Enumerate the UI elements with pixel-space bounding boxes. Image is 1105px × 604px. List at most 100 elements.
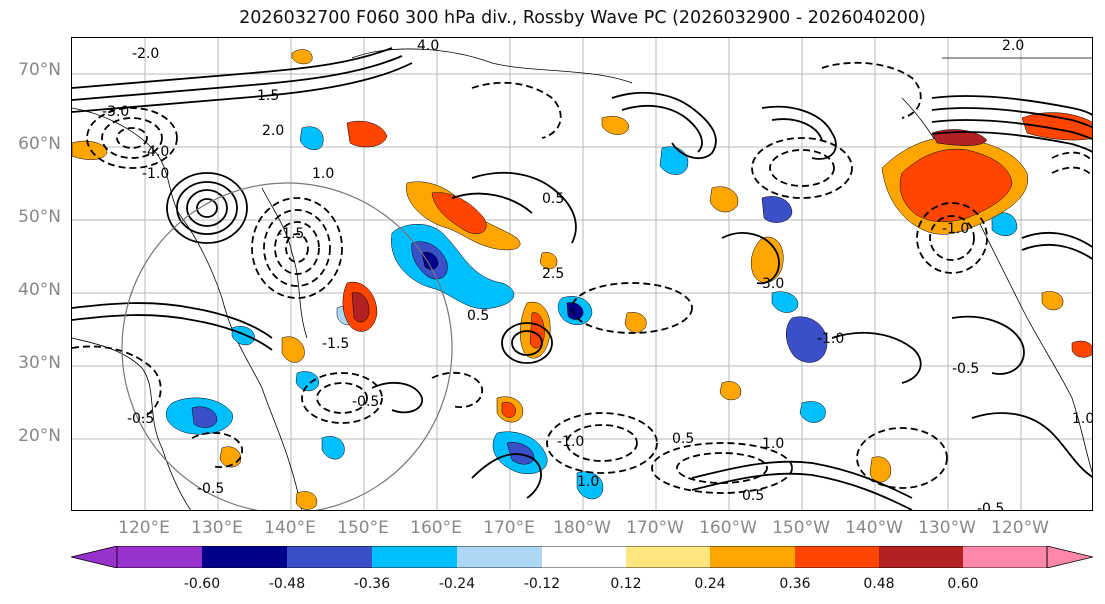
fill-neg-region — [299, 126, 324, 151]
contour-label: -1.0 — [817, 331, 844, 347]
reference-circle — [121, 182, 453, 510]
fill-pos-region — [1041, 291, 1064, 311]
coastlines — [72, 48, 1092, 510]
colorbar-segment — [879, 546, 963, 568]
fill-pos-region — [601, 116, 629, 135]
fill-neg-region — [191, 406, 218, 428]
fill-pos-region — [346, 120, 388, 148]
contour-label: 0.5 — [672, 431, 694, 447]
colorbar-segment — [457, 546, 542, 568]
contour-label: 4.0 — [417, 38, 439, 54]
fill-neg-region — [659, 146, 689, 175]
contour-label: -0.5 — [352, 394, 379, 410]
colorbar-tick: -0.36 — [353, 576, 391, 592]
contour-label: -0.5 — [952, 361, 979, 377]
colorbar-tick: 0.36 — [779, 576, 811, 592]
colorbar-tick: -0.60 — [183, 576, 221, 592]
fill-neg-region — [799, 401, 826, 423]
fill-neg-region — [991, 212, 1018, 236]
fill-neg-region — [761, 196, 793, 223]
contour-label: 2.0 — [262, 123, 284, 139]
fill-neg-region — [231, 326, 255, 346]
lon-label-150w: 150°W — [772, 518, 830, 538]
contour-label: 0.5 — [542, 191, 564, 207]
lon-label-150e: 150°E — [337, 518, 389, 538]
fill-pos-region — [709, 186, 739, 213]
fill-neg-region — [295, 371, 320, 392]
colorbar-segment — [372, 546, 457, 568]
lon-label-120e: 120°E — [118, 518, 170, 538]
colorbar-segment — [795, 546, 879, 568]
fill-neg-region — [421, 252, 439, 270]
fill-neg-region — [506, 442, 535, 465]
lon-label-130w: 130°W — [918, 518, 976, 538]
fill-pos-region — [719, 381, 742, 401]
lon-label-160e: 160°E — [410, 518, 462, 538]
fill-pos-region — [281, 336, 305, 363]
lon-label-160w: 160°W — [699, 518, 757, 538]
lat-label-40n: 40°N — [18, 280, 61, 300]
contour-label: -1.0 — [142, 166, 169, 182]
map-canvas: -2.0 4.0 1.5 -3.0 2.0 -4.0 -1.0 1.0 -1.5… — [72, 38, 1093, 511]
lat-label-60n: 60°N — [18, 134, 61, 154]
contour-label: -1.5 — [322, 336, 349, 352]
lat-label-70n: 70°N — [18, 60, 61, 80]
fill-pos-region — [869, 456, 892, 483]
map-title: 2026032700 F060 300 hPa div., Rossby Wav… — [239, 8, 926, 28]
contour-label: 1.5 — [257, 88, 279, 104]
colorbar-extend-high — [1046, 546, 1093, 568]
colorbar-tick: 0.48 — [863, 576, 895, 592]
colorbar-segment — [626, 546, 710, 568]
colorbar — [71, 546, 1093, 568]
contour-label: 2.0 — [1002, 38, 1024, 54]
contour-label: -0.5 — [197, 481, 224, 497]
contour-label: -4.0 — [142, 144, 169, 160]
contour-label: -1.0 — [942, 221, 969, 237]
contour-labels: -2.0 4.0 1.5 -3.0 2.0 -4.0 -1.0 1.0 -1.5… — [102, 38, 1093, 511]
contour-label: 1.0 — [577, 474, 599, 490]
colorbar-extend-low — [71, 546, 118, 568]
fill-pos-region — [291, 49, 313, 65]
fill-pos-region — [219, 446, 242, 468]
solid-contours — [72, 47, 1092, 510]
contour-label: -0.5 — [977, 501, 1004, 511]
contour-label: -3.0 — [102, 104, 129, 120]
contour-label: 1.0 — [1072, 411, 1093, 427]
colorbar-tick: 0.24 — [694, 576, 726, 592]
contour-label: -0.5 — [127, 411, 154, 427]
fill-neg-region — [786, 316, 828, 363]
dashed-contours — [72, 61, 1092, 494]
fill-pos-region — [431, 192, 487, 234]
contour-label: -2.0 — [132, 46, 159, 62]
fill-pos-region — [351, 292, 370, 323]
divergence-fills — [72, 49, 1092, 510]
fill-pos-region — [624, 312, 647, 333]
fill-pos-region — [295, 491, 318, 510]
colorbar-segment — [287, 546, 372, 568]
contour-label: -1.0 — [557, 434, 584, 450]
fill-neg-region — [771, 291, 799, 313]
lon-label-180w: 180°W — [553, 518, 611, 538]
graticule — [72, 38, 1092, 510]
colorbar-segment — [963, 546, 1047, 568]
fill-pos-region — [1071, 340, 1092, 358]
lat-label-50n: 50°N — [18, 207, 61, 227]
colorbar-segment — [202, 546, 287, 568]
colorbar-tick: 0.12 — [610, 576, 642, 592]
contour-label: 3.0 — [762, 276, 784, 292]
colorbar-tick: -0.12 — [523, 576, 561, 592]
lon-label-170e: 170°E — [483, 518, 535, 538]
colorbar-tick: -0.24 — [438, 576, 476, 592]
contour-label: 0.5 — [467, 308, 489, 324]
fill-pos-region — [72, 140, 108, 160]
colorbar-tick: 0.60 — [947, 576, 979, 592]
fill-pos-region — [539, 252, 558, 270]
contour-label: -1.5 — [277, 226, 304, 242]
contour-label: 1.0 — [762, 436, 784, 452]
colorbar-tick: -0.48 — [268, 576, 306, 592]
lon-label-130e: 130°E — [191, 518, 243, 538]
fill-pos-region — [899, 148, 1013, 222]
map-plot-area: -2.0 4.0 1.5 -3.0 2.0 -4.0 -1.0 1.0 -1.5… — [71, 37, 1093, 511]
colorbar-segment — [710, 546, 795, 568]
lat-label-30n: 30°N — [18, 353, 61, 373]
